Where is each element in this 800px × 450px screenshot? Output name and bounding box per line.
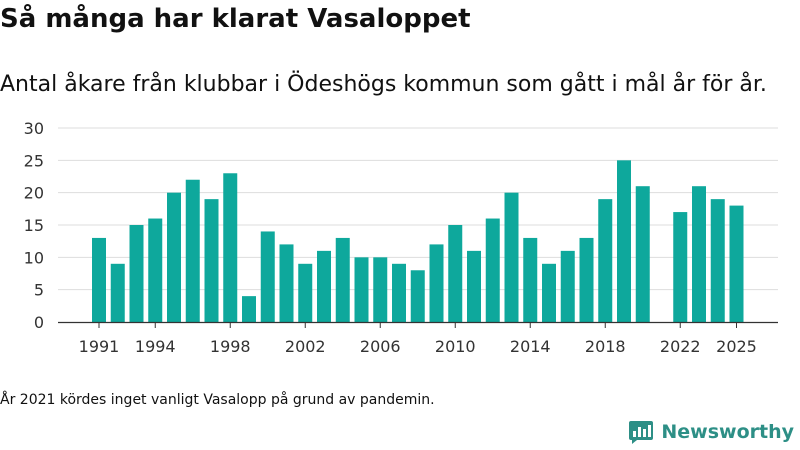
bar-2012 bbox=[485, 218, 500, 322]
chart-footnote: År 2021 kördes inget vanligt Vasalopp på… bbox=[0, 392, 435, 408]
x-tick-label: 1998 bbox=[210, 337, 251, 356]
y-tick-label: 0 bbox=[34, 313, 44, 332]
y-tick-label: 25 bbox=[24, 151, 44, 170]
chart-title: Så många har klarat Vasaloppet bbox=[0, 4, 471, 34]
bar-2013 bbox=[504, 192, 519, 322]
bar-2016 bbox=[560, 250, 575, 322]
bar-1996 bbox=[185, 179, 200, 322]
x-tick-label: 2010 bbox=[435, 337, 476, 356]
bar-1995 bbox=[167, 192, 181, 322]
bar-2000 bbox=[260, 231, 275, 322]
bar-2023 bbox=[692, 186, 706, 322]
x-tick-label: 1991 bbox=[79, 337, 120, 356]
brand-logo[interactable]: Newsworthy bbox=[628, 419, 794, 445]
bar-2005 bbox=[354, 257, 369, 322]
bar-2010 bbox=[448, 225, 463, 322]
bar-2019 bbox=[617, 160, 631, 322]
bar-2008 bbox=[410, 270, 425, 322]
bar-1999 bbox=[242, 296, 256, 322]
bar-1991 bbox=[92, 237, 106, 322]
brand-name: Newsworthy bbox=[661, 421, 794, 443]
bar-2018 bbox=[598, 199, 613, 322]
x-tick-label: 2014 bbox=[510, 337, 551, 356]
bar-2011 bbox=[467, 250, 481, 322]
bar-1994 bbox=[148, 218, 163, 322]
bar-2015 bbox=[542, 263, 556, 322]
bar-2002 bbox=[298, 263, 313, 322]
x-tick-label: 1994 bbox=[135, 337, 176, 356]
x-tick-label: 2022 bbox=[660, 337, 701, 356]
y-tick-label: 30 bbox=[24, 119, 44, 138]
bar-1997 bbox=[204, 199, 219, 322]
y-tick-label: 10 bbox=[24, 248, 44, 267]
bar-2003 bbox=[317, 250, 331, 322]
bar-2004 bbox=[335, 237, 350, 322]
bar-1992 bbox=[110, 263, 125, 322]
x-tick-label: 2006 bbox=[360, 337, 401, 356]
x-tick-label: 2025 bbox=[716, 337, 757, 356]
bar-2022 bbox=[673, 212, 688, 322]
bar-2025 bbox=[729, 205, 744, 322]
x-tick-label: 2018 bbox=[585, 337, 626, 356]
bar-2017 bbox=[579, 237, 594, 322]
chart-subtitle: Antal åkare från klubbar i Ödeshögs komm… bbox=[0, 72, 767, 97]
y-tick-label: 15 bbox=[24, 216, 44, 235]
bar-2024 bbox=[710, 199, 725, 322]
bar-2007 bbox=[392, 263, 406, 322]
bar-2009 bbox=[429, 244, 444, 322]
newsworthy-logo-icon bbox=[629, 421, 654, 444]
bar-2020 bbox=[635, 186, 650, 322]
x-tick-label: 2002 bbox=[285, 337, 326, 356]
bar-1993 bbox=[129, 225, 144, 322]
bar-2006 bbox=[373, 257, 388, 322]
bar-1998 bbox=[223, 173, 238, 322]
y-tick-label: 20 bbox=[24, 184, 44, 203]
bar-2014 bbox=[523, 237, 538, 322]
y-tick-label: 5 bbox=[34, 281, 44, 300]
bar-2001 bbox=[279, 244, 294, 322]
